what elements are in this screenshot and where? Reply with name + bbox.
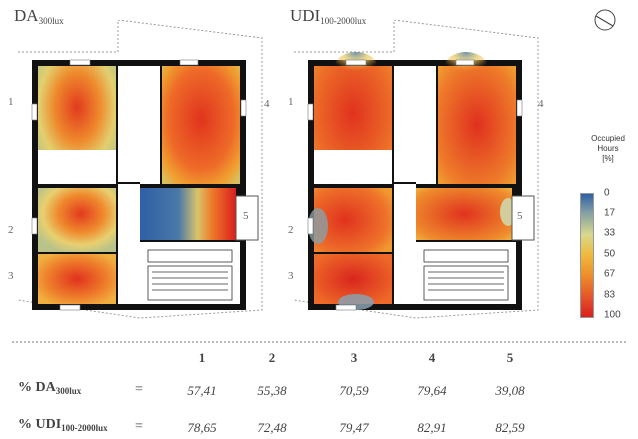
legend-title: Occupied Hours [%] [577,134,638,164]
legend-tick-67: 67 [604,268,616,280]
col-header-1: 1 [198,350,206,365]
legend-tick-17: 17 [604,207,616,219]
row-udi-equals: = [135,419,143,434]
service-left [314,150,392,184]
legend-tick-50: 50 [604,248,616,260]
legend-colorbar [580,193,594,318]
row-label-da-sub: 300lux [55,386,82,396]
room-label-5-left: 5 [243,210,249,222]
col-header-4: 4 [428,350,436,365]
col-header-3: 3 [350,350,358,365]
udi-title-sub: 100-2000lux [320,16,367,26]
row-label-udi-main: % UDI [18,417,62,432]
legend-tick-0: 0 [604,187,610,199]
udi-value-4: 82,91 [417,420,447,435]
room-label-2-left: 2 [8,224,14,236]
udi-title: UDI100-2000lux [290,6,366,26]
room-2-heatmap [38,188,116,252]
balcony [511,195,535,241]
room-4-heatmap [162,66,240,184]
col-header-5: 5 [506,350,514,365]
balcony [235,195,259,241]
table-divider [12,341,626,343]
site-outline [293,20,539,319]
row-label-da-main: % DA [18,380,56,395]
stair-area [140,242,240,304]
udi-title-main: UDI [290,6,321,25]
window-spot [308,208,328,244]
room-label-4-right: 4 [538,98,544,110]
corridor-lower [118,184,140,304]
udi-value-5: 82,59 [495,420,525,435]
legend-tick-100: 100 [604,309,621,321]
service-left [38,150,116,184]
room-label-4-left: 4 [264,98,270,110]
udi-floor-plan [293,20,539,319]
window-marks [31,59,247,311]
legend-tick-83: 83 [604,289,616,301]
north-compass-icon [594,9,616,31]
legend-title-line1: Occupied [591,134,625,143]
da-value-2: 55,38 [257,383,287,398]
room-4-heatmap [438,66,516,184]
col-header-2: 2 [268,350,276,365]
stair-area [416,242,516,304]
room-3-heatmap [38,254,116,304]
udi-value-1: 78,65 [187,420,217,435]
room-label-3-right: 3 [288,270,294,282]
room-5-heatmap [416,188,512,240]
da-title-main: DA [14,6,39,25]
site-outline [17,20,263,319]
row-label-udi: % UDI100-2000lux [18,417,108,433]
row-label-da: % DA300lux [18,380,81,396]
room-label-1-left: 1 [8,96,14,108]
room-label-5-right: 5 [517,210,523,222]
da-value-3: 70,59 [339,383,369,398]
window-marks [307,59,523,311]
da-title-sub: 300lux [38,16,64,26]
room-label-3-left: 3 [8,270,14,282]
da-value-1: 57,41 [187,383,217,398]
stair-icon [423,249,509,301]
legend-tick-33: 33 [604,227,616,239]
room-label-1-right: 1 [288,96,294,108]
legend-title-line3: [%] [602,154,614,163]
udi-value-3: 79,47 [339,420,369,435]
legend-title-line2: Hours [597,144,619,153]
room-label-2-right: 2 [288,224,294,236]
bath [416,140,436,184]
bath [140,140,160,184]
da-value-4: 79,64 [417,383,447,398]
da-value-5: 39,08 [495,383,525,398]
da-floor-plan [17,20,263,319]
window-spot [444,52,488,84]
window-spot [334,52,378,84]
udi-value-2: 72,48 [257,420,287,435]
stair-icon [147,249,233,301]
room-5-heatmap [140,188,236,240]
row-label-udi-sub: 100-2000lux [61,423,108,433]
da-title: DA300lux [14,6,64,26]
row-da-equals: = [135,382,143,397]
corridor-lower [394,184,416,304]
